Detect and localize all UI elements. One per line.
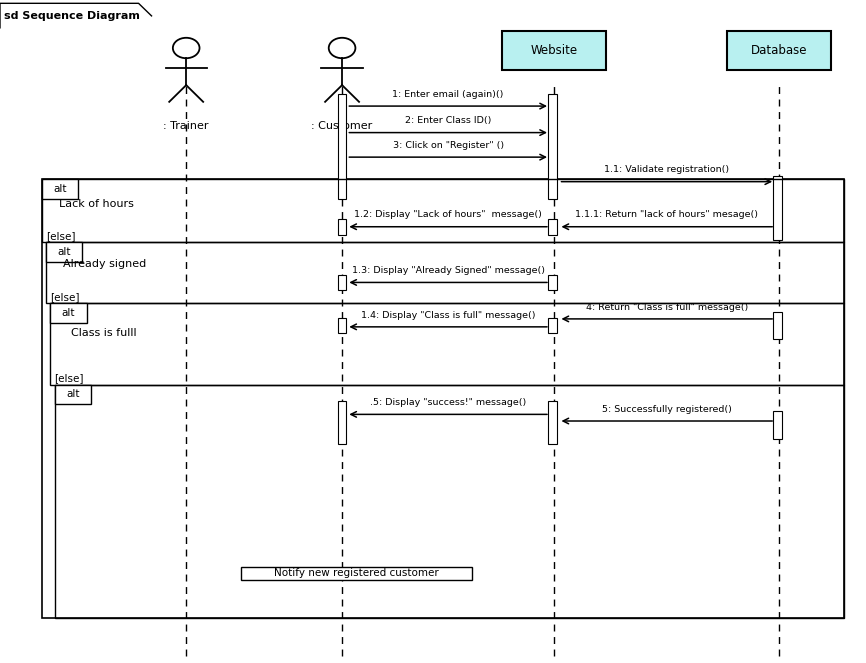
Bar [338, 318, 346, 333]
Bar [50, 303, 87, 323]
Bar [42, 179, 78, 199]
Text: 3: Click on "Register" (): 3: Click on "Register" () [392, 141, 504, 150]
Text: Already signed: Already signed [63, 259, 146, 269]
Text: Website: Website [531, 44, 578, 57]
Text: Notify new registered customer: Notify new registered customer [274, 568, 439, 579]
Text: 2: Enter Class ID(): 2: Enter Class ID() [405, 116, 491, 125]
Bar [338, 275, 346, 290]
Bar [548, 219, 557, 235]
Text: 1.3: Display "Already Signed" message(): 1.3: Display "Already Signed" message() [352, 266, 545, 275]
Text: alt: alt [61, 308, 75, 318]
Text: [else]: [else] [46, 231, 75, 241]
Bar [548, 275, 557, 290]
Bar [46, 242, 82, 262]
Text: .5: Display "success!" message(): .5: Display "success!" message() [370, 398, 527, 407]
Text: alt: alt [57, 247, 71, 257]
Bar [773, 411, 782, 439]
Text: : Trainer: : Trainer [164, 121, 209, 131]
Bar [55, 385, 91, 404]
Text: 1.4: Display "Class is full" message(): 1.4: Display "Class is full" message() [361, 310, 535, 320]
Text: 1.1: Validate registration(): 1.1: Validate registration() [604, 165, 729, 174]
Text: 1: Enter email (again)(): 1: Enter email (again)() [392, 90, 504, 99]
Bar [548, 94, 557, 199]
Text: sd Sequence Diagram: sd Sequence Diagram [4, 11, 140, 21]
Bar [502, 31, 606, 70]
Bar [46, 242, 844, 303]
Bar [773, 176, 782, 240]
Text: 1.2: Display "Lack of hours"  message(): 1.2: Display "Lack of hours" message() [354, 210, 542, 219]
Text: 1.1.1: Return "lack of hours" mesage(): 1.1.1: Return "lack of hours" mesage() [575, 210, 759, 219]
Bar [55, 385, 844, 618]
Bar [727, 31, 831, 70]
Text: alt: alt [66, 389, 80, 400]
Bar [338, 401, 346, 444]
Bar [773, 312, 782, 339]
Text: Lack of hours: Lack of hours [59, 199, 133, 209]
Polygon shape [0, 3, 152, 28]
Bar [42, 179, 844, 242]
Text: : Customer: : Customer [312, 121, 372, 131]
Text: [else]: [else] [55, 373, 84, 383]
Text: alt: alt [53, 184, 67, 194]
Text: Class is fulll: Class is fulll [71, 328, 137, 338]
Text: 4: Return "Class is full" message(): 4: Return "Class is full" message() [585, 302, 748, 312]
Text: 5: Successfully registered(): 5: Successfully registered() [602, 404, 732, 414]
Bar [548, 318, 557, 333]
Bar [42, 179, 844, 618]
Bar [548, 401, 557, 444]
Bar [338, 94, 346, 199]
Bar [241, 567, 472, 580]
Text: Database: Database [751, 44, 808, 57]
Text: [else]: [else] [50, 292, 80, 302]
Bar [338, 219, 346, 235]
Bar [50, 303, 844, 385]
